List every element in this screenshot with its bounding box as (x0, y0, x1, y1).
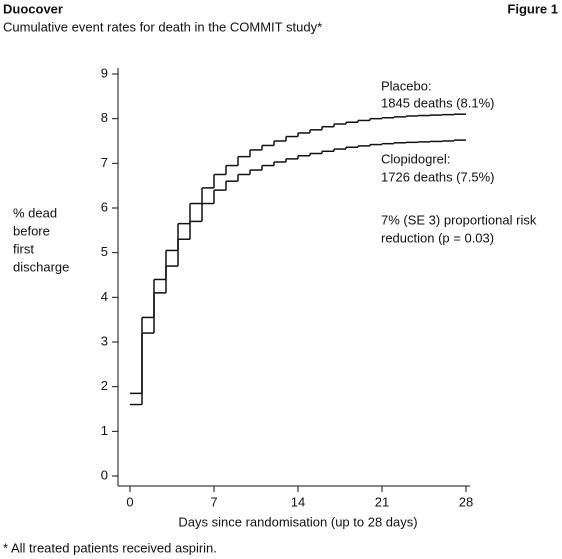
figure-label: Figure 1 (507, 1, 558, 16)
footnote: * All treated patients received aspirin. (3, 540, 217, 555)
x-tick-label: 28 (459, 494, 473, 509)
y-tick-label: 7 (101, 155, 108, 170)
y-tick-label: 2 (101, 378, 108, 393)
x-tick-label: 14 (291, 494, 305, 509)
y-tick-label: 6 (101, 199, 108, 214)
y-tick-label: 9 (101, 65, 108, 80)
x-tick-label: 21 (375, 494, 389, 509)
x-axis-label: Days since randomisation (up to 28 days) (178, 514, 417, 529)
annotation: 1726 deaths (7.5%) (381, 169, 494, 184)
y-tick-label: 1 (101, 423, 108, 438)
chart-title: Cumulative event rates for death in the … (3, 19, 322, 34)
y-tick-label: 3 (101, 333, 108, 348)
y-axis-label: % dead (13, 205, 57, 220)
annotation: 7% (SE 3) proportional risk (381, 212, 537, 227)
y-tick-label: 0 (101, 467, 108, 482)
annotation: reduction (p = 0.03) (381, 230, 494, 245)
x-tick-label: 7 (210, 494, 217, 509)
y-axis-label: first (13, 241, 34, 256)
annotation: Placebo: (381, 78, 432, 93)
y-tick-label: 8 (101, 110, 108, 125)
x-tick-label: 0 (126, 494, 133, 509)
y-tick-label: 5 (101, 244, 108, 259)
y-axis-label: before (13, 223, 50, 238)
annotation: 1845 deaths (8.1%) (381, 95, 494, 110)
y-tick-label: 4 (101, 289, 108, 304)
y-axis-label: discharge (13, 259, 69, 274)
annotation: Clopidogrel: (381, 151, 450, 166)
header-title: Duocover (3, 1, 63, 16)
